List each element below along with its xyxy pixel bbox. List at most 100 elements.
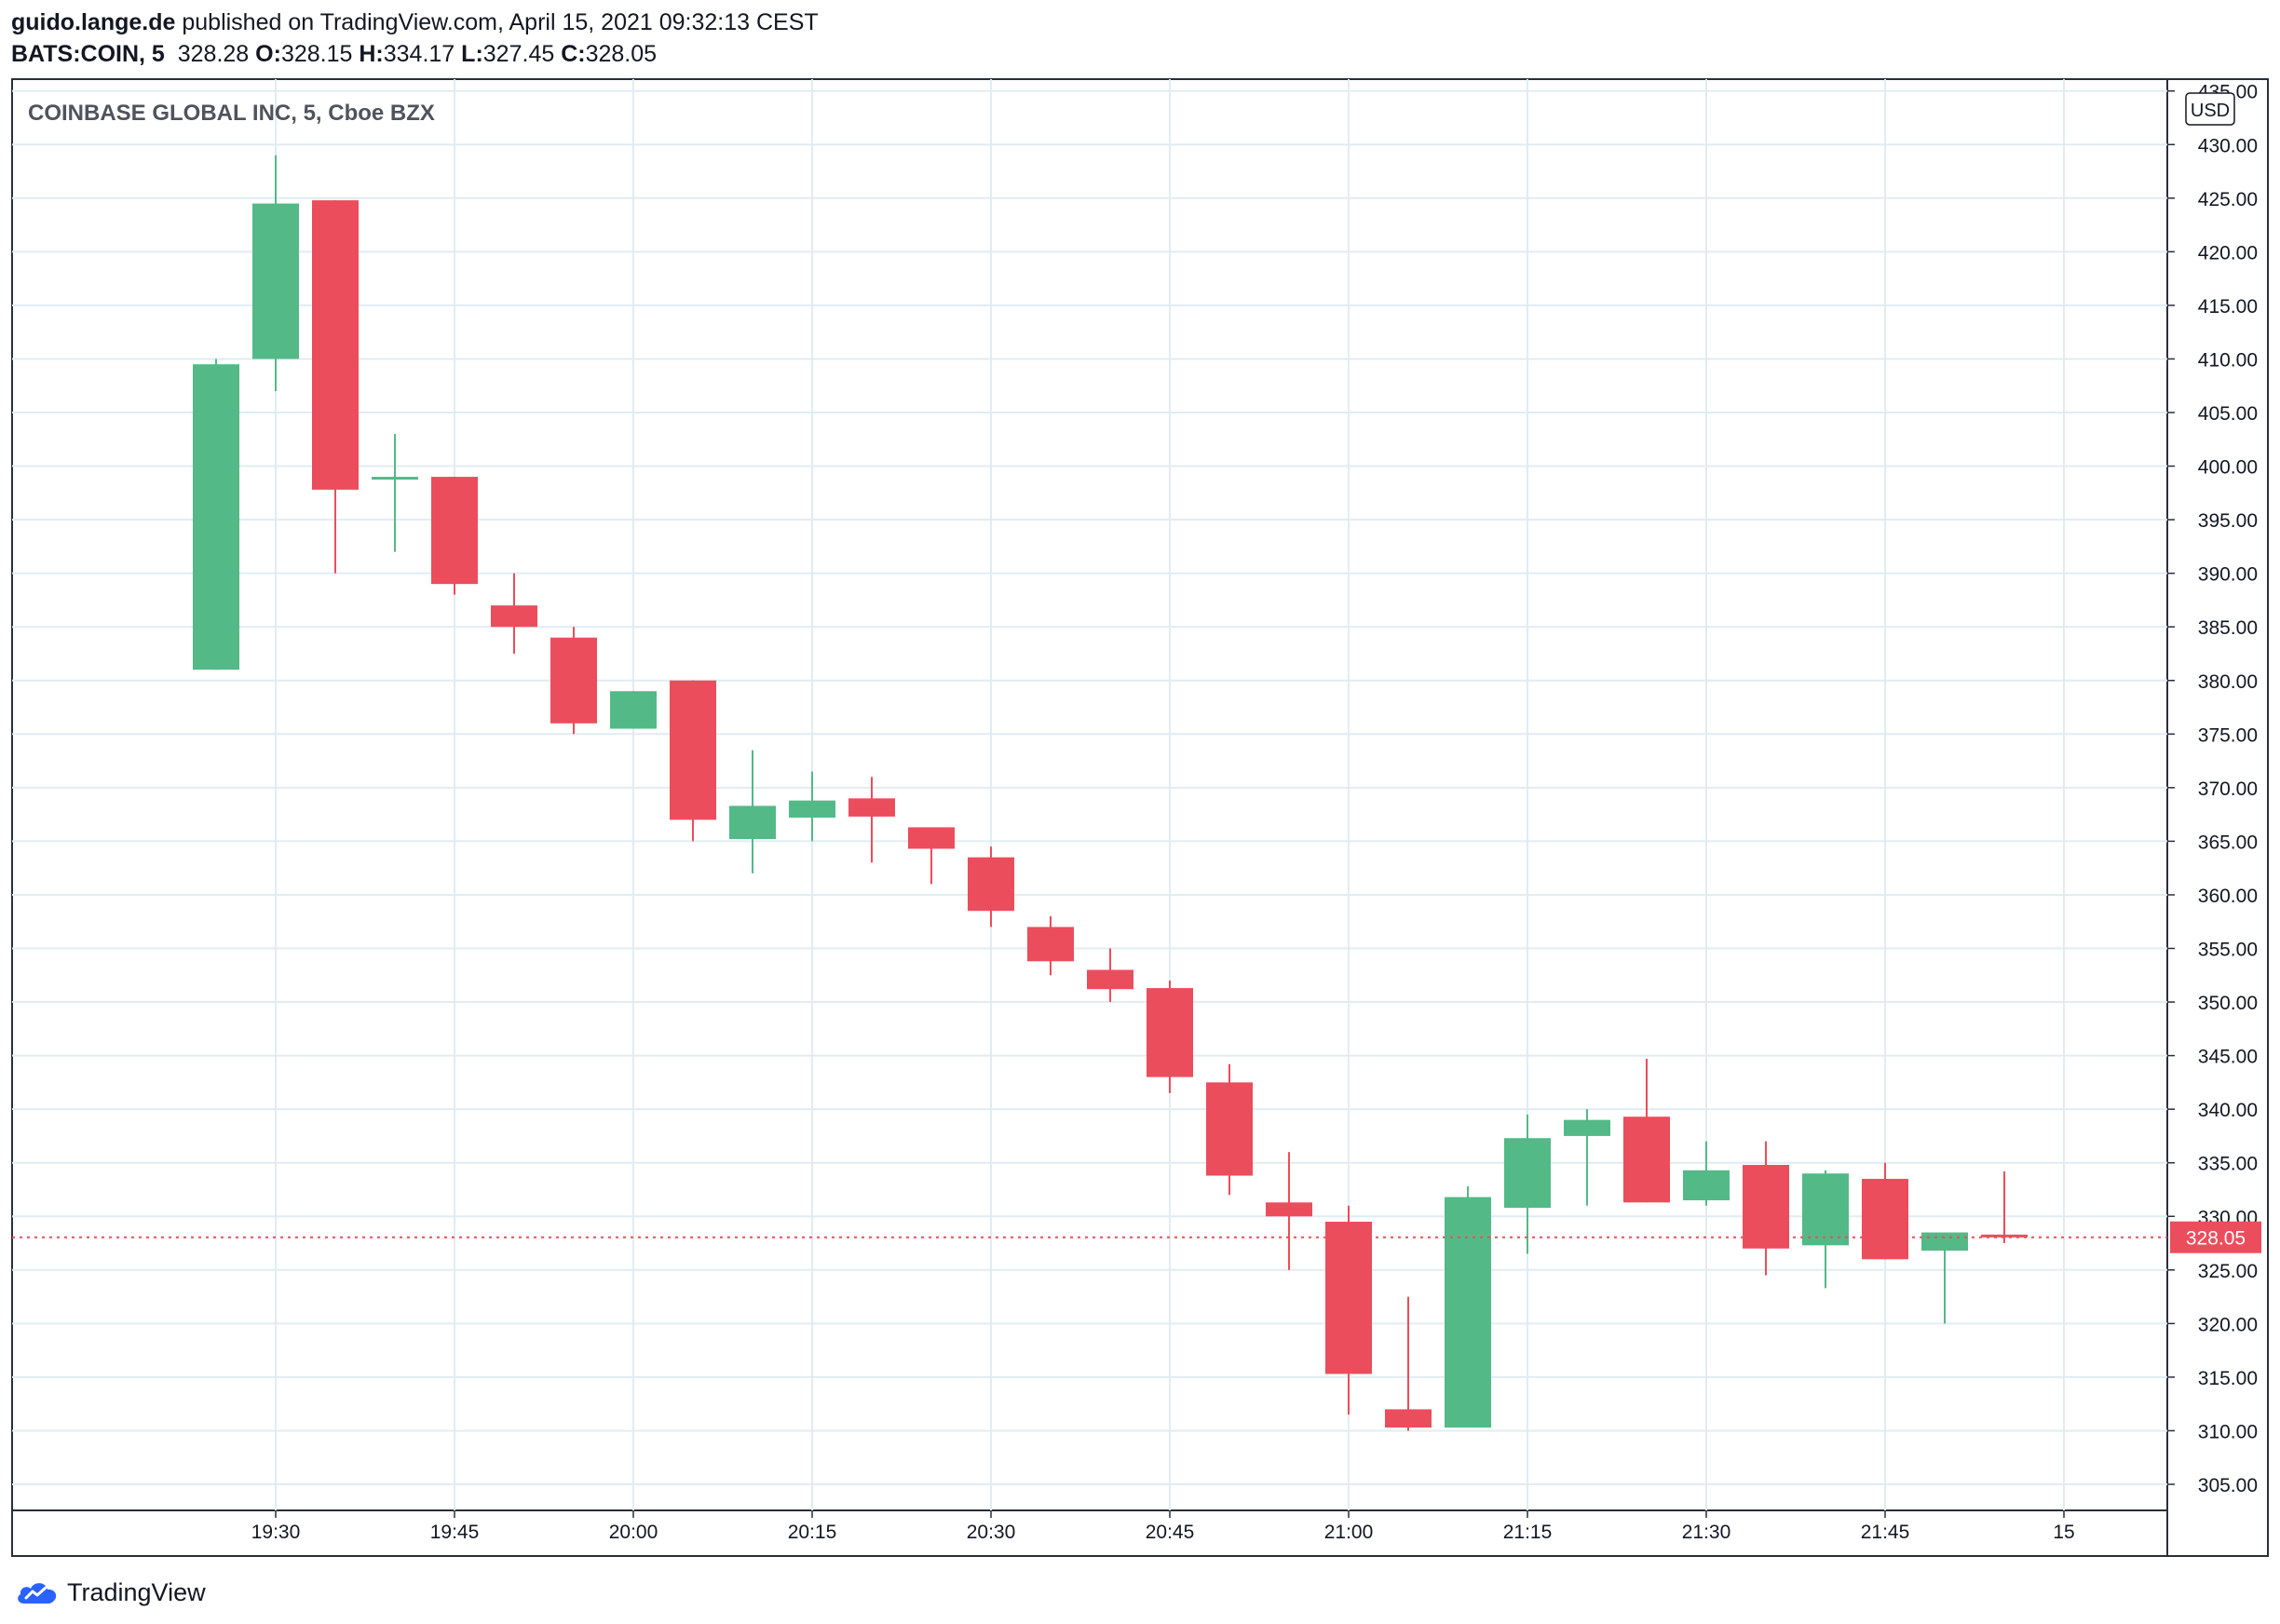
candle-body <box>789 800 835 819</box>
candle-body <box>1206 1082 1253 1176</box>
candle-body <box>1564 1119 1610 1136</box>
x-tick-label: 15 <box>2053 1522 2074 1543</box>
x-tick-label: 21:30 <box>1682 1522 1731 1543</box>
y-tick-label: 430.00 <box>2198 135 2258 156</box>
candle-body <box>372 477 418 480</box>
y-tick-label: 360.00 <box>2198 886 2258 907</box>
last-price-label: 328.05 <box>2186 1228 2246 1250</box>
x-tick-label: 19:45 <box>430 1522 480 1543</box>
currency-badge-box <box>2185 92 2235 126</box>
y-tick-label: 320.00 <box>2198 1314 2258 1335</box>
candle-down <box>1623 1059 1670 1203</box>
high-value: 334.17 <box>383 41 455 67</box>
candle-down <box>1325 1205 1372 1415</box>
candle-body <box>1802 1173 1849 1246</box>
y-tick-label: 370.00 <box>2198 778 2258 800</box>
candle-body <box>670 680 716 820</box>
y-tick-label: 410.00 <box>2198 349 2258 371</box>
candle-down <box>1743 1141 1789 1276</box>
publish-info: guido.lange.de published on TradingView.… <box>11 7 819 37</box>
candle-down <box>1147 981 1193 1093</box>
x-tick-label: 20:00 <box>609 1522 658 1543</box>
last-price-tag: 328.05 <box>2170 1221 2261 1253</box>
candle-down <box>670 680 716 842</box>
high-label: H: <box>359 41 384 67</box>
chart-title: COINBASE GLOBAL INC, 5, Cboe BZX <box>28 101 435 126</box>
candle-down <box>431 477 478 595</box>
candle-body <box>908 827 955 849</box>
candle-body <box>312 200 359 490</box>
candle-down <box>1385 1296 1432 1431</box>
y-tick-label: 415.00 <box>2198 296 2258 318</box>
candle-body <box>431 477 478 585</box>
candle-body <box>1623 1116 1670 1203</box>
close-label: C: <box>561 41 586 67</box>
candles <box>193 155 2028 1431</box>
low-value: 327.45 <box>482 41 555 67</box>
y-tick-label: 380.00 <box>2198 671 2258 693</box>
candle-up <box>1564 1109 1610 1206</box>
y-tick-label: 365.00 <box>2198 832 2258 853</box>
y-tick-label: 315.00 <box>2198 1368 2258 1389</box>
x-tick-label: 20:15 <box>788 1522 837 1543</box>
candle-body <box>1445 1197 1491 1428</box>
candle-down <box>550 627 597 735</box>
candle-down <box>1981 1171 2028 1244</box>
y-tick-label: 355.00 <box>2198 940 2258 961</box>
x-tick-label: 21:15 <box>1503 1522 1553 1543</box>
y-tick-label: 405.00 <box>2198 403 2258 425</box>
brand-name: TradingView <box>67 1577 206 1606</box>
open-value: 328.15 <box>280 41 353 67</box>
candle-down <box>1027 915 1074 976</box>
candle-body <box>848 798 895 817</box>
candle-body <box>1504 1138 1551 1209</box>
candle-body <box>1266 1202 1312 1217</box>
candle-up <box>1683 1141 1730 1206</box>
y-tick-label: 390.00 <box>2198 564 2258 586</box>
y-tick-label: 400.00 <box>2198 457 2258 479</box>
open-label: O: <box>255 41 281 67</box>
x-tick-label: 21:00 <box>1324 1522 1374 1543</box>
candle-up <box>193 359 239 670</box>
candle-down <box>312 200 359 574</box>
candle-body <box>968 857 1014 912</box>
currency-badge[interactable]: USD <box>2185 92 2235 126</box>
candle-down <box>968 846 1014 927</box>
ohlc-info: BATS:COIN, 5 328.28 O:328.15 H:334.17 L:… <box>11 39 657 69</box>
candle-up <box>610 691 657 729</box>
candle-down <box>848 777 895 863</box>
y-tick-label: 335.00 <box>2198 1154 2258 1175</box>
candle-body <box>1027 927 1074 962</box>
y-tick-label: 340.00 <box>2198 1100 2258 1121</box>
candle-down <box>1087 948 1133 1003</box>
x-tick-label: 21:45 <box>1861 1522 1910 1543</box>
candle-up <box>1802 1170 1849 1289</box>
candle-up <box>1445 1186 1491 1428</box>
tradingview-cloud-icon <box>18 1583 57 1604</box>
author-name[interactable]: guido.lange.de <box>11 9 176 35</box>
y-tick-label: 310.00 <box>2198 1421 2258 1442</box>
candle-body <box>729 805 776 840</box>
last-value: 328.28 <box>177 41 250 67</box>
candle-up <box>372 434 418 552</box>
low-label: L: <box>461 41 483 67</box>
price-axis[interactable]: 305.00310.00315.00320.00325.00330.00335.… <box>2167 82 2258 1496</box>
y-tick-label: 345.00 <box>2198 1047 2258 1068</box>
candle-up <box>252 155 299 391</box>
tradingview-logo[interactable]: TradingView <box>15 1574 206 1611</box>
grid <box>12 79 2167 1510</box>
close-value: 328.05 <box>585 41 658 67</box>
candle-body <box>1087 969 1133 990</box>
candle-down <box>491 573 537 654</box>
x-tick-label: 20:30 <box>967 1522 1016 1543</box>
currency-label: USD <box>2191 101 2230 121</box>
candle-down <box>1266 1152 1312 1270</box>
last-price-tag-bg <box>2170 1221 2261 1253</box>
candle-body <box>1981 1234 2028 1238</box>
candle-up <box>729 750 776 873</box>
candle-down <box>1206 1063 1253 1196</box>
symbol-label: BATS:COIN, 5 <box>11 41 165 67</box>
chart-frame <box>11 78 2269 1557</box>
time-axis[interactable]: 19:30 19:45 20:00 20:15 20:30 20:45 21:00 21:15… <box>251 1510 2075 1543</box>
